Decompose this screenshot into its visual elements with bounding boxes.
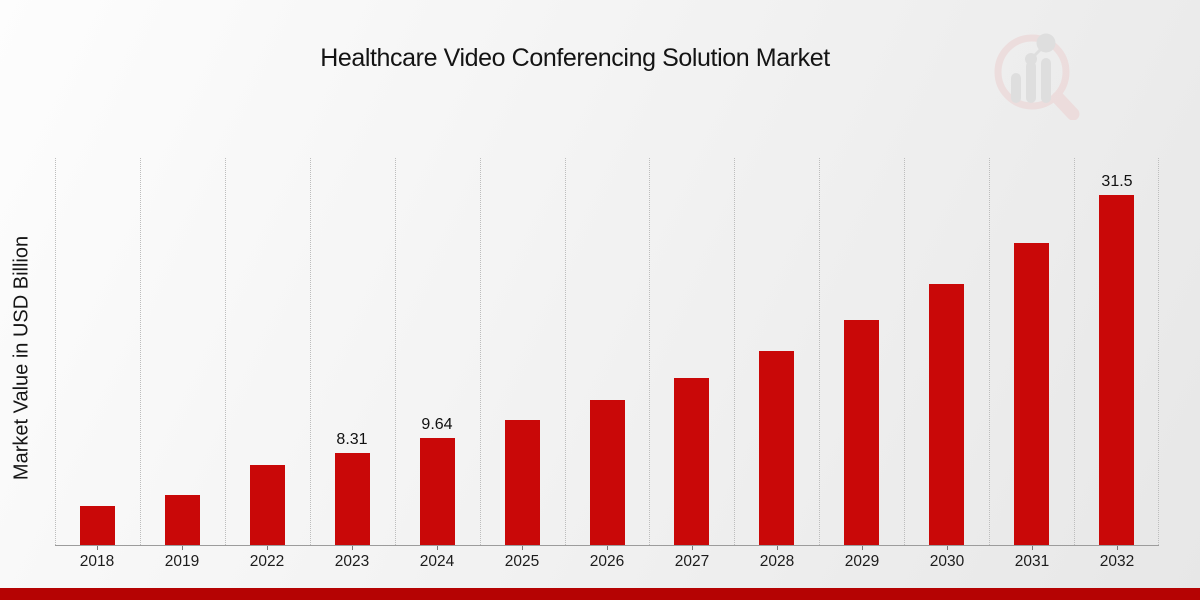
x-axis-tick bbox=[692, 546, 693, 550]
bar-2024 bbox=[420, 438, 455, 545]
x-tick-label-2028: 2028 bbox=[759, 553, 795, 570]
bar-2028 bbox=[759, 351, 794, 545]
x-axis-tick bbox=[437, 546, 438, 550]
vertical-gridline bbox=[310, 158, 311, 545]
bar-2018 bbox=[80, 506, 115, 545]
x-tick-label-2032: 2032 bbox=[1099, 553, 1135, 570]
x-axis-tick bbox=[352, 546, 353, 550]
x-axis-tick bbox=[97, 546, 98, 550]
vertical-gridline bbox=[55, 158, 56, 545]
x-axis-tick bbox=[1032, 546, 1033, 550]
x-axis-tick bbox=[862, 546, 863, 550]
plot-area: 2018 2019 2022 8.31 2023 9.64 2024 2025 2026 2027… bbox=[55, 158, 1159, 570]
footer-accent-bar bbox=[0, 588, 1200, 600]
bar-value-label-2024: 9.64 bbox=[421, 416, 453, 433]
chart-title: Healthcare Video Conferencing Solution M… bbox=[320, 44, 830, 72]
bar-2031 bbox=[1014, 243, 1049, 545]
x-tick-label-2023: 2023 bbox=[334, 553, 370, 570]
vertical-gridline bbox=[1074, 158, 1075, 545]
x-tick-label-2024: 2024 bbox=[419, 553, 455, 570]
vertical-gridline bbox=[734, 158, 735, 545]
vertical-gridline bbox=[140, 158, 141, 545]
x-tick-label-2018: 2018 bbox=[79, 553, 115, 570]
bar-2027 bbox=[674, 378, 709, 545]
x-tick-label-2031: 2031 bbox=[1014, 553, 1050, 570]
vertical-gridline bbox=[565, 158, 566, 545]
vertical-gridline bbox=[819, 158, 820, 545]
bar-value-label-2023: 8.31 bbox=[336, 431, 368, 448]
x-axis-tick bbox=[607, 546, 608, 550]
brand-watermark-logo bbox=[985, 25, 1085, 121]
x-axis-tick bbox=[947, 546, 948, 550]
vertical-gridline bbox=[904, 158, 905, 545]
x-tick-label-2027: 2027 bbox=[674, 553, 710, 570]
x-tick-label-2022: 2022 bbox=[249, 553, 285, 570]
vertical-gridline bbox=[480, 158, 481, 545]
bar-2029 bbox=[844, 320, 879, 545]
bar-value-label-2032: 31.5 bbox=[1101, 173, 1133, 190]
x-axis-tick bbox=[522, 546, 523, 550]
vertical-gridline bbox=[395, 158, 396, 545]
x-tick-label-2025: 2025 bbox=[504, 553, 540, 570]
x-axis-line bbox=[55, 545, 1159, 546]
vertical-gridline bbox=[1158, 158, 1159, 545]
bar-2023 bbox=[335, 453, 370, 545]
bar-2022 bbox=[250, 465, 285, 545]
x-axis-tick bbox=[267, 546, 268, 550]
x-tick-label-2019: 2019 bbox=[164, 553, 200, 570]
x-axis-tick bbox=[182, 546, 183, 550]
vertical-gridline bbox=[649, 158, 650, 545]
bar-2026 bbox=[590, 400, 625, 545]
vertical-gridline bbox=[989, 158, 990, 545]
x-axis-tick bbox=[777, 546, 778, 550]
magnifier-bar-chart-icon bbox=[994, 33, 1080, 121]
y-axis-label: Market Value in USD Billion bbox=[10, 235, 33, 481]
x-tick-label-2030: 2030 bbox=[929, 553, 965, 570]
bar-2019 bbox=[165, 495, 200, 545]
x-tick-label-2026: 2026 bbox=[589, 553, 625, 570]
bar-2032 bbox=[1099, 195, 1134, 545]
x-tick-label-2029: 2029 bbox=[844, 553, 880, 570]
vertical-gridline bbox=[225, 158, 226, 545]
bar-2030 bbox=[929, 284, 964, 545]
x-axis-tick bbox=[1117, 546, 1118, 550]
bar-2025 bbox=[505, 420, 540, 545]
